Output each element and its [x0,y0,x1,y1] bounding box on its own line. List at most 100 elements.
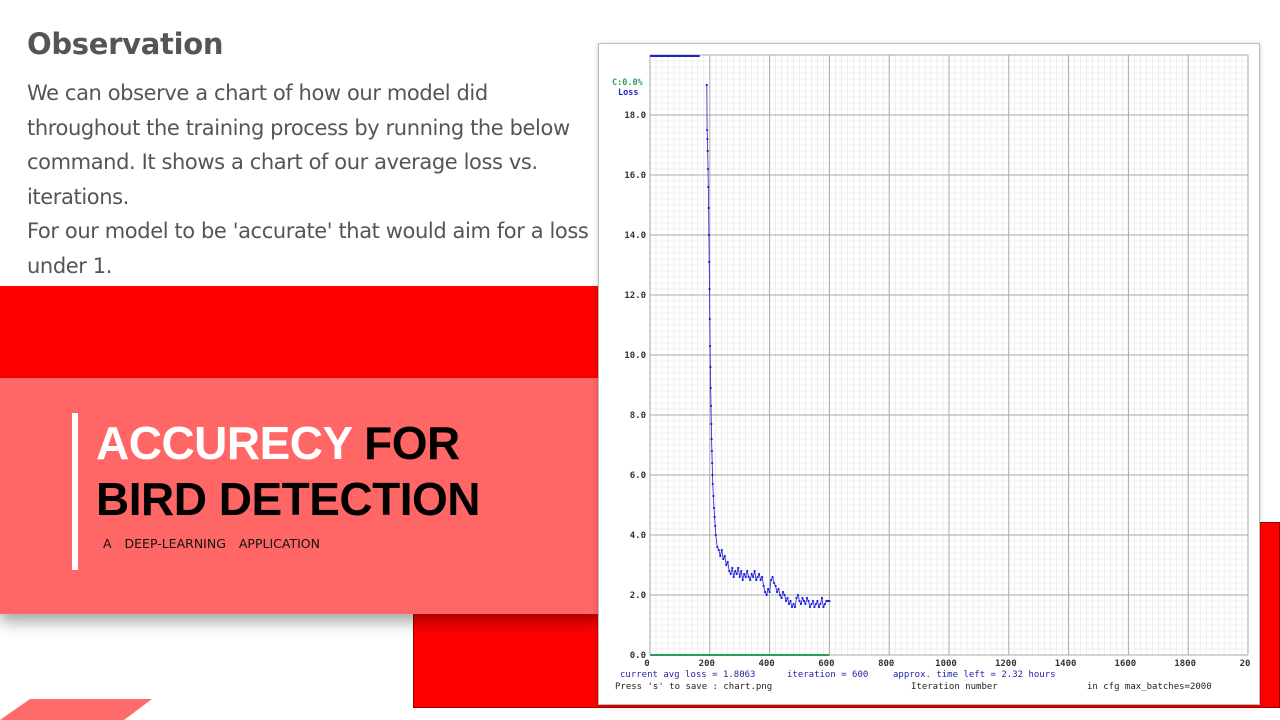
y-tick-label: 14.0 [624,231,646,241]
loss-segment [715,534,718,548]
hero-word-accurecy-end: Y [322,417,365,469]
loss-segment [752,570,756,578]
loss-segment [713,507,715,518]
loss-segment [812,600,815,608]
loss-segment [736,567,739,575]
footer-time-left: approx. time left = 2.32 hours [893,670,1056,680]
footer-save-hint: Press 's' to save : chart.png [615,682,772,692]
loss-segment [742,573,745,581]
x-tick-label: 600 [818,659,834,669]
y-tick-label: 2.0 [630,591,646,601]
loss-segment [824,600,827,605]
legend-loss: Loss [618,88,638,98]
loss-segment [761,576,765,587]
x-tick-label: 200 [699,659,715,669]
loss-segment [712,495,715,509]
footer-max-batches: in cfg max_batches=2000 [1087,682,1212,692]
loss-segment [721,549,724,560]
loss-segment [724,555,727,566]
loss-segment [787,597,790,605]
loss-segment [775,585,778,593]
loss-segment [755,576,758,581]
loss-segment [791,603,794,608]
y-tick-label: 4.0 [630,531,646,541]
title-accent-bar [72,413,78,570]
x-tick-label: 20 [1240,659,1251,669]
loss-segment [800,597,803,605]
observation-paragraph-2: For our model to be 'accurate' that woul… [27,219,589,278]
observation-body: We can observe a chart of how our model … [27,76,597,284]
loss-segment [802,597,805,602]
loss-segment [794,597,797,608]
loss-segment [714,525,717,536]
loss-segment [823,603,826,608]
loss-segment [782,591,785,596]
x-tick-label: 400 [758,659,774,669]
loss-segment [820,597,823,605]
loss-segment [719,549,723,557]
loss-segment [808,600,811,608]
loss-segment [733,570,736,578]
x-tick-label: 1600 [1115,659,1137,669]
loss-segment [714,516,716,527]
y-tick-label: 0.0 [630,651,646,661]
loss-segment [727,561,730,572]
hero-title-line-1: ACCURECY FOR [96,415,480,471]
y-tick-label: 12.0 [624,291,646,301]
x-tick-label: 800 [878,659,894,669]
red-accent-band [0,286,600,378]
loss-point [713,515,716,519]
loss-segment [817,600,820,608]
x-tick-label: 1800 [1174,659,1196,669]
x-tick-label: 1200 [995,659,1017,669]
loss-segment [712,483,714,497]
loss-segment [773,582,776,587]
hero-subtitle: A DEEP-LEARNING APPLICATION [103,536,320,551]
footer-current-loss: current avg loss = 1.8063 [620,670,755,680]
corner-decoration [0,699,152,720]
loss-segment [769,579,772,593]
hero-word-for: FOR [364,417,460,469]
y-tick-label: 8.0 [630,411,646,421]
loss-segment [716,546,720,551]
x-tick-label: 1400 [1055,659,1077,669]
loss-point [708,260,711,264]
loss-segment [806,597,809,602]
loss-segment [797,594,800,602]
y-tick-label: 10.0 [624,351,646,361]
hero-title-line-2: BIRD DETECTION [96,473,481,525]
x-tick-label: 0 [644,659,649,669]
hero-word-accurecy: ACCUREC [96,417,323,469]
y-tick-label: 6.0 [630,471,646,481]
loss-segment [740,570,744,581]
loss-segment [809,603,812,608]
loss-segment [784,594,787,602]
loss-segment [749,573,753,581]
footer-iteration: iteration = 600 [787,670,868,680]
x-axis-label: Iteration number [911,682,998,692]
loss-segment [731,567,735,578]
loss-segment [737,567,741,578]
loss-chart: 0.0 2.0 4.0 6.0 8.0 10.0 12.0 14.0 16.0 18.0 0 200 4… [612,54,1251,692]
y-tick-label: 16.0 [624,171,646,181]
loss-segment [821,597,824,608]
loss-segment [739,570,742,578]
loss-segment [781,591,784,599]
loss-segment [818,603,821,608]
loss-segment [746,570,750,578]
loss-segment [790,600,793,608]
loss-point [706,167,710,171]
observation-paragraph-1: We can observe a chart of how our model … [27,81,570,209]
loss-segment [772,576,775,584]
loss-segment [718,549,721,557]
loss-point [709,386,712,390]
loss-segment [754,570,757,581]
loss-segment [814,603,817,608]
hero-title: ACCURECY FOR BIRD DETECTION [96,415,481,527]
loss-point [719,554,722,558]
loss-point [828,599,831,603]
loss-segment [758,573,762,581]
x-tick-label: 1000 [935,659,957,669]
loss-chart-screenshot: 0.0 2.0 4.0 6.0 8.0 10.0 12.0 14.0 16.0 18.0 0 200 4… [598,43,1260,705]
loss-segment [805,597,808,605]
